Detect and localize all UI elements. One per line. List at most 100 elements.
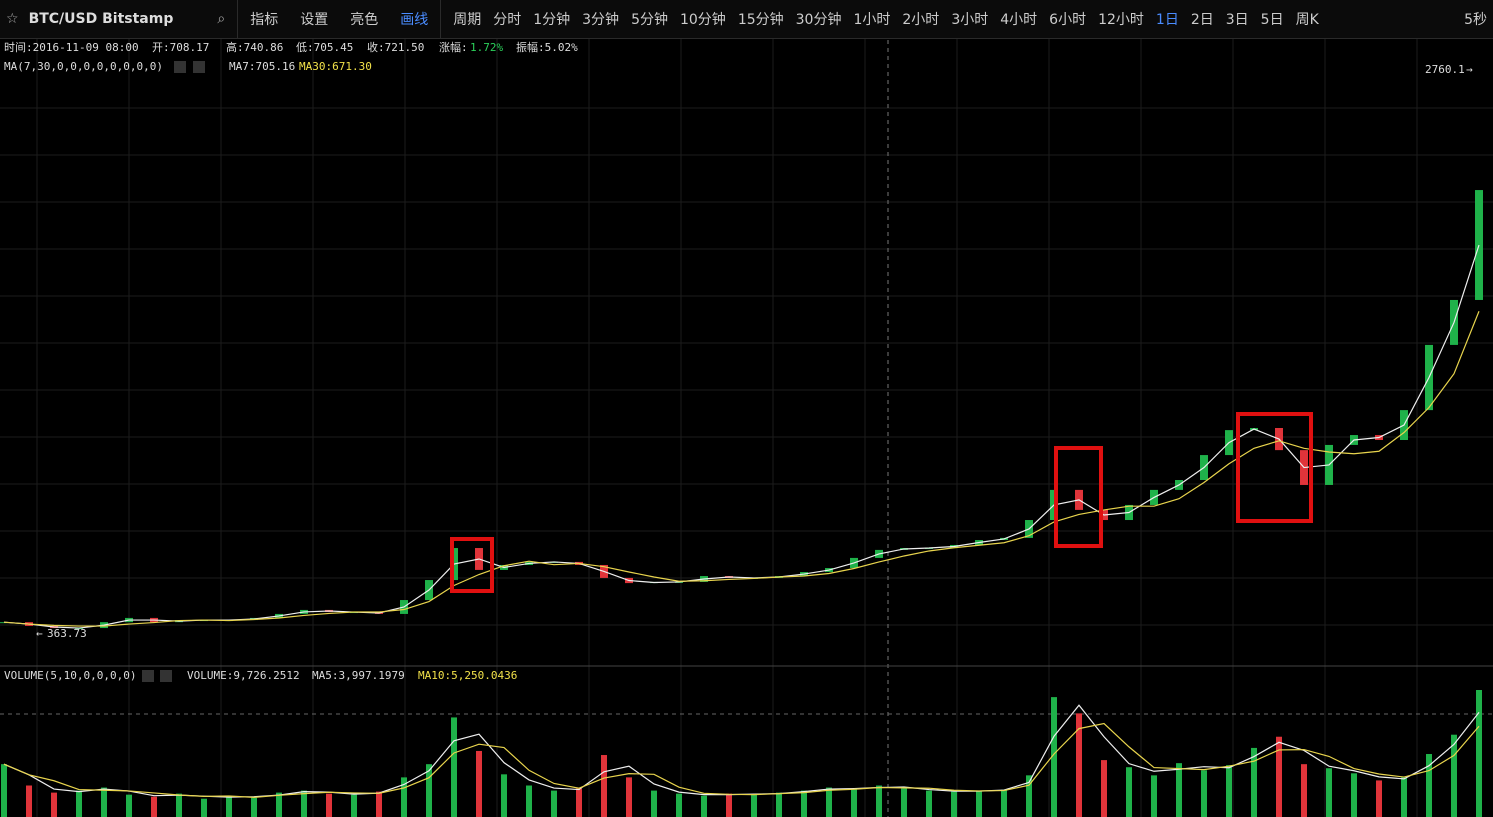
- settings-button[interactable]: [142, 670, 154, 682]
- volume-bar: [1376, 780, 1382, 817]
- volume-bar: [901, 788, 907, 817]
- ma10-line: [3, 722, 1480, 798]
- period[interactable]: 4小时: [1000, 12, 1038, 28]
- low-marker: 363.73: [47, 627, 87, 640]
- search-icon[interactable]: ⌕: [217, 11, 226, 27]
- volume-bar: [1201, 770, 1207, 817]
- close-button[interactable]: [160, 670, 172, 682]
- volume-bar: [1476, 690, 1482, 817]
- volume-bar: [1351, 773, 1357, 817]
- period[interactable]: 3日: [1225, 12, 1249, 28]
- volume-bar: [151, 796, 157, 817]
- volume-bar: [1401, 777, 1407, 817]
- volume-bar: [26, 785, 32, 817]
- volume-bar: [876, 785, 882, 817]
- volume-bar: [1251, 747, 1257, 817]
- ma-legend: MA(7,30,0,0,0,0,0,0,0,0): [4, 60, 163, 73]
- period[interactable]: 5分钟: [631, 12, 668, 28]
- volume-bar: [601, 755, 607, 817]
- period[interactable]: 10分钟: [679, 12, 726, 28]
- high-marker: 2760.1: [1425, 63, 1465, 76]
- volume-bar: [926, 790, 932, 817]
- period-list: 分时 1分钟 3分钟 5分钟 10分钟 15分钟 30分钟 1小时 2小时 3小时 4小时 6小时 12…: [487, 9, 1325, 29]
- volume-bar: [851, 789, 857, 817]
- volume-bar: [126, 794, 132, 817]
- info-low: 低:705.45: [296, 41, 353, 54]
- volume-value: VOLUME:9,726.2512: [187, 669, 300, 682]
- period[interactable]: 周K: [1295, 12, 1319, 28]
- volume-bar: [1076, 713, 1082, 817]
- info-change-label: 涨幅:: [439, 41, 468, 54]
- tool[interactable]: 指标: [250, 12, 279, 28]
- separator: [440, 0, 442, 38]
- volume-bar: [1226, 765, 1232, 817]
- volume-bar: [726, 793, 732, 817]
- volume-bar: [101, 787, 107, 817]
- volume-bar: [476, 750, 482, 817]
- volume-bar: [1051, 697, 1057, 817]
- period[interactable]: 1分钟: [533, 12, 571, 28]
- volume-bar: [1001, 789, 1007, 817]
- info-change: 1.72%: [470, 41, 503, 54]
- period[interactable]: 15分钟: [737, 12, 784, 28]
- info-close: 收:721.50: [367, 40, 424, 54]
- period[interactable]: 12小时: [1098, 12, 1144, 28]
- volume-bar: [551, 790, 557, 817]
- period[interactable]: 2日: [1190, 12, 1214, 28]
- volume-bar: [276, 792, 282, 817]
- volume-bar: [51, 792, 57, 817]
- ma10-legend: MA10:5,250.0436: [418, 669, 517, 682]
- ma5-legend: MA5:3,997.1979: [312, 669, 405, 682]
- volume-bar: [1451, 734, 1457, 817]
- refresh-rate[interactable]: 5秒: [1464, 12, 1487, 28]
- tool[interactable]: 设置: [300, 12, 329, 28]
- highlight-box: [450, 537, 494, 593]
- volume-bar: [626, 777, 632, 817]
- volume-bar: [526, 785, 532, 817]
- volume-bar: [176, 793, 182, 817]
- period[interactable]: 3小时: [951, 12, 989, 28]
- ma7-legend: MA7:705.16: [229, 60, 295, 73]
- period[interactable]: 分时: [493, 12, 522, 28]
- toolbar: ☆ BTC/USD Bitstamp ⌕ 指标 设置 亮色 画线 周期 分时 1分…: [0, 0, 1493, 39]
- volume-bar: [976, 790, 982, 817]
- volume-bar: [951, 791, 957, 817]
- favorite-star[interactable]: ☆: [6, 11, 19, 27]
- volume-bar: [251, 797, 257, 817]
- volume-bar: [1, 764, 7, 817]
- period[interactable]: 2小时: [902, 12, 940, 28]
- tool[interactable]: 亮色: [350, 12, 379, 28]
- volume-bar: [751, 794, 757, 817]
- close-button[interactable]: [193, 61, 205, 73]
- period[interactable]: 3分钟: [582, 12, 620, 28]
- tool[interactable]: 画线: [400, 12, 429, 28]
- volume-bar: [426, 764, 432, 817]
- marks: [0, 190, 1483, 817]
- period[interactable]: 1日: [1155, 12, 1179, 28]
- chart-bg: [0, 39, 1493, 817]
- volume-bar: [1151, 775, 1157, 817]
- volume-bar: [1276, 736, 1282, 817]
- period[interactable]: 1小时: [853, 12, 891, 28]
- volume-bar: [1026, 775, 1032, 817]
- volume-bar: [401, 777, 407, 817]
- settings-button[interactable]: [174, 61, 186, 73]
- volume-bar: [351, 794, 357, 817]
- ma30-line: [3, 311, 1480, 627]
- period-menu[interactable]: 周期: [453, 12, 482, 28]
- volume-bar: [226, 795, 232, 817]
- info-high: 高:740.86: [226, 40, 283, 54]
- volume-bar: [826, 787, 832, 817]
- symbol[interactable]: BTC/USD Bitstamp: [28, 11, 174, 27]
- volume-bar: [1301, 764, 1307, 817]
- grid: [0, 39, 1493, 817]
- period[interactable]: 30分钟: [795, 12, 842, 28]
- period[interactable]: 6小时: [1049, 12, 1087, 28]
- highlight-box: [1054, 446, 1103, 548]
- volume-bar: [376, 791, 382, 817]
- volume-bar: [301, 790, 307, 817]
- period[interactable]: 5日: [1260, 12, 1284, 28]
- volume-bar: [451, 717, 457, 817]
